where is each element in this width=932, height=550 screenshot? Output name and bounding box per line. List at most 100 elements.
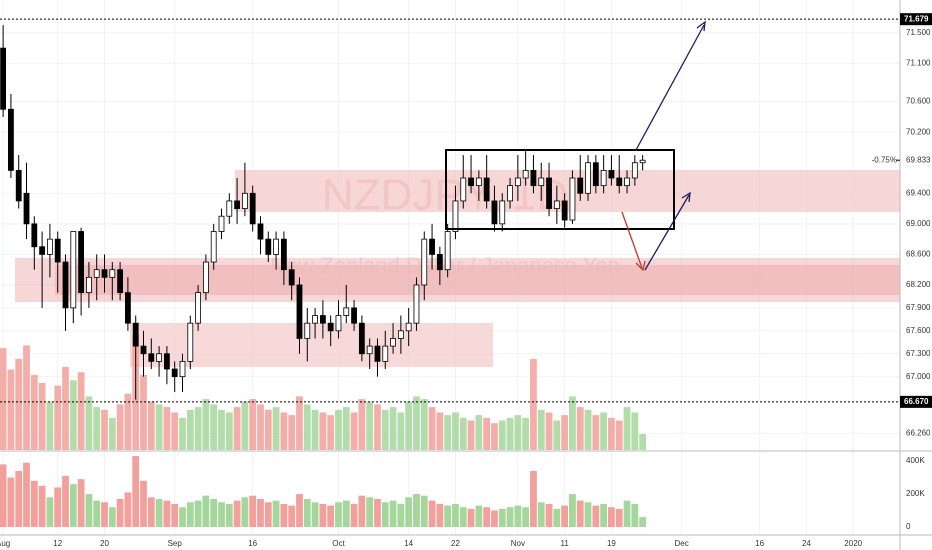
zone <box>130 323 493 367</box>
candle-body <box>608 169 615 179</box>
x-tick-label: 20 <box>100 539 109 548</box>
volume-bar <box>163 500 171 527</box>
candle-body <box>54 238 61 263</box>
candle-body <box>15 169 22 202</box>
volume-bar-overlay <box>257 404 264 450</box>
volume-bar <box>233 500 241 527</box>
volume-bar <box>483 507 491 527</box>
volume-bar-overlay <box>358 399 366 450</box>
volume-bar-overlay <box>335 409 342 450</box>
volume-bar <box>584 502 592 527</box>
volume-bar <box>69 484 77 527</box>
volume-bar <box>491 510 498 527</box>
volume-bar-overlay <box>374 404 381 450</box>
volume-bar-overlay <box>101 409 108 450</box>
x-tick-label: Aug <box>0 539 10 548</box>
candle-body <box>366 345 373 355</box>
x-tick-label: Dec <box>675 539 689 548</box>
volume-bar <box>444 505 452 527</box>
volume-bar-overlay <box>7 369 15 450</box>
candle-body <box>47 238 53 255</box>
candle-body <box>585 162 591 194</box>
volume-bar <box>140 480 147 527</box>
volume-bar-overlay <box>506 417 514 450</box>
volume-bar <box>296 494 303 527</box>
candle-body <box>218 215 225 232</box>
volume-bar-overlay <box>15 358 23 450</box>
x-tick-label: 12 <box>53 539 62 548</box>
candle-body <box>101 269 108 278</box>
volume-bar-overlay <box>155 404 163 450</box>
volume-bar-overlay <box>272 407 280 450</box>
volume-bar-overlay <box>467 420 475 450</box>
volume-bar <box>85 494 93 527</box>
volume-bar-overlay <box>569 396 576 450</box>
x-tick-label: 11 <box>560 539 569 548</box>
volume-bar <box>506 507 514 527</box>
candle-body <box>577 177 584 194</box>
x-tick-label: 2020 <box>844 539 862 548</box>
candle-body <box>241 192 248 209</box>
candle-body <box>125 292 131 324</box>
volume-bar <box>171 503 179 527</box>
candle-body <box>226 200 233 217</box>
volume-bar-overlay <box>444 415 452 450</box>
volume-bar-overlay <box>615 420 623 450</box>
candle-body <box>405 322 412 332</box>
volume-bar <box>522 507 530 527</box>
volume-overlay <box>0 334 647 450</box>
y-tick-label: 71.500 <box>906 28 931 37</box>
volume-bar <box>576 500 584 527</box>
volume-bar <box>631 503 639 527</box>
volume-bar-overlay <box>62 366 69 450</box>
x-tick-label: Oct <box>332 539 345 548</box>
volume-bar <box>615 508 623 527</box>
candle-body <box>78 231 85 294</box>
volume-bar-overlay <box>30 374 38 450</box>
volume-bar <box>350 503 358 527</box>
arrowhead <box>681 191 691 203</box>
volume-bar <box>249 495 257 527</box>
arrowhead <box>696 20 706 32</box>
volume-bar-overlay <box>491 423 498 450</box>
candle-body <box>600 169 607 187</box>
volume-bar <box>116 498 124 527</box>
volume-bar <box>405 497 413 527</box>
volume-bar-overlay <box>179 417 186 450</box>
volume-bar-overlay <box>405 401 413 450</box>
x-tick-label: 22 <box>451 539 460 548</box>
level-tag <box>900 395 932 408</box>
volume-bar-overlay <box>311 409 319 450</box>
arrow <box>644 194 690 271</box>
volume-bar <box>77 479 85 527</box>
volume-bar-overlay <box>459 417 467 450</box>
volume-bar <box>319 503 327 527</box>
volume-bar <box>608 507 615 527</box>
candle-body <box>195 292 201 324</box>
volume-bar <box>475 505 483 527</box>
y-tick-label: 70.600 <box>906 97 931 106</box>
volume-bar-overlay <box>561 415 569 450</box>
volume-bar-overlay <box>327 415 335 450</box>
volume-bar <box>38 485 46 527</box>
volume-bar <box>155 498 163 527</box>
axes: 71.500 71.100 70.600 70.200 69.400 69.000 68.6… <box>0 13 932 548</box>
volume-bar <box>327 505 335 527</box>
candle-body <box>319 315 326 324</box>
volume-pane <box>0 456 647 527</box>
volume-bar-overlay <box>483 417 491 450</box>
x-tick-label: 14 <box>404 539 413 548</box>
volume-bar <box>467 508 475 527</box>
volume-bar-overlay <box>452 412 459 450</box>
candle-body <box>327 322 334 332</box>
y-tick-label: 67.900 <box>906 303 931 312</box>
y-tick-label: 67.000 <box>906 372 931 381</box>
candle-body <box>140 345 147 355</box>
volume-bar-overlay <box>210 404 218 450</box>
volume-bar-overlay <box>241 401 249 450</box>
volume-bar <box>374 498 381 527</box>
volume-bar <box>498 508 506 527</box>
volume-bar-overlay <box>522 417 530 450</box>
volume-bar <box>264 502 272 527</box>
volume-bar <box>514 505 522 527</box>
